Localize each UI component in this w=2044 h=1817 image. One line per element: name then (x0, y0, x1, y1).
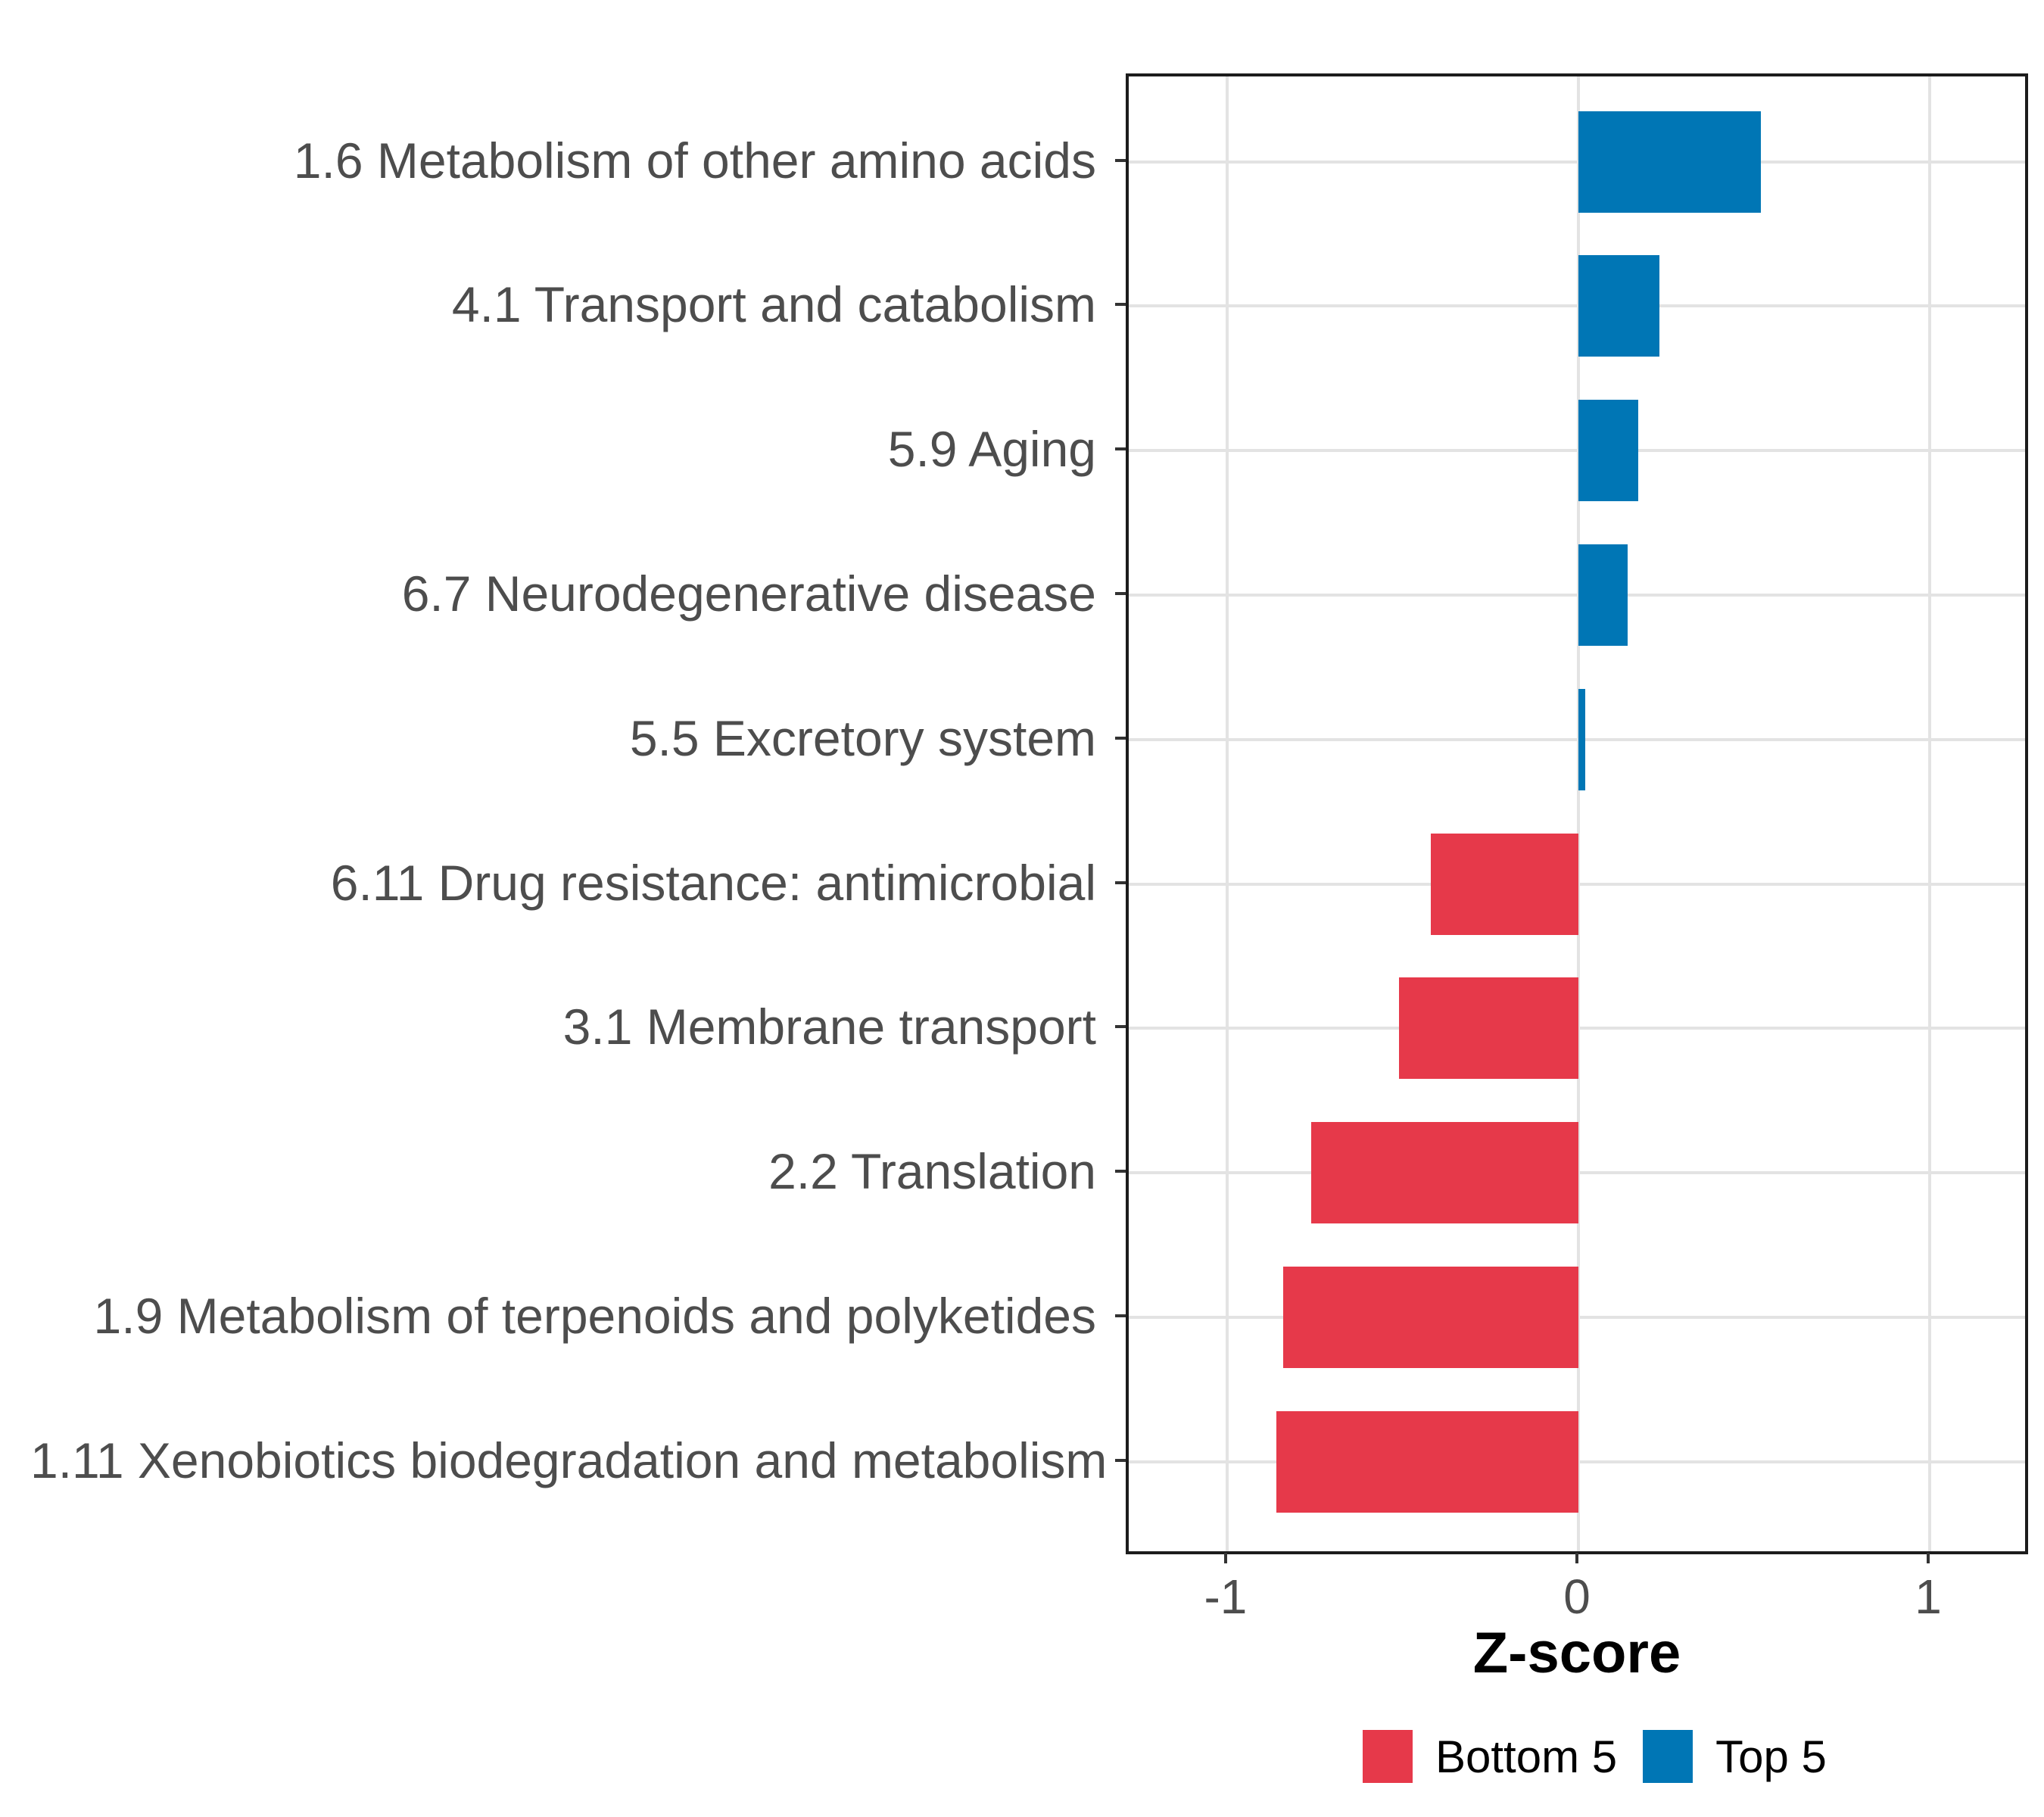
y-axis-label: 4.1 Transport and catabolism (451, 276, 1096, 333)
y-axis-tick (1115, 591, 1126, 595)
legend-label-bottom5: Bottom 5 (1435, 1731, 1618, 1782)
bar-bottom5 (1283, 1266, 1578, 1368)
bar-bottom5 (1399, 977, 1578, 1080)
legend-item-bottom5: Bottom 5 (1363, 1730, 1617, 1783)
y-axis-label: 1.6 Metabolism of other amino acids (293, 132, 1096, 189)
y-axis-tick (1115, 1314, 1126, 1317)
y-axis-tick (1115, 303, 1126, 307)
bar-bottom5 (1311, 1122, 1578, 1224)
y-axis-label: 1.11 Xenobiotics biodegradation and meta… (30, 1432, 1108, 1488)
legend-swatch-bottom5 (1363, 1730, 1413, 1783)
y-axis-label: 5.5 Excretory system (629, 709, 1096, 766)
y-axis-tick (1115, 1170, 1126, 1173)
gridline-vertical (1928, 76, 1932, 1551)
legend: Bottom 5 Top 5 (1363, 1728, 1827, 1785)
bar-top5 (1578, 544, 1628, 646)
x-axis-tick-label: 0 (1563, 1569, 1591, 1624)
bar-top5 (1578, 688, 1586, 790)
gridline-vertical (1225, 76, 1229, 1551)
y-axis-tick (1115, 736, 1126, 740)
legend-label-top5: Top 5 (1715, 1731, 1827, 1782)
bar-bottom5 (1276, 1410, 1578, 1513)
y-axis-label: 6.11 Drug resistance: antimicrobial (330, 854, 1096, 911)
plot-panel (1126, 73, 2028, 1554)
bar-top5 (1578, 111, 1762, 213)
bar-top5 (1578, 255, 1659, 357)
y-axis-tick (1115, 1458, 1126, 1462)
y-axis-tick (1115, 158, 1126, 162)
y-axis-label: 2.2 Translation (768, 1143, 1096, 1200)
x-axis-tick-label: -1 (1204, 1569, 1248, 1624)
y-axis-tick (1115, 447, 1126, 451)
y-axis-tick (1115, 1025, 1126, 1029)
x-axis-tick (1575, 1553, 1578, 1563)
bar-top5 (1578, 400, 1638, 502)
y-axis-tick (1115, 880, 1126, 884)
bar-bottom5 (1431, 833, 1578, 935)
y-axis-label: 1.9 Metabolism of terpenoids and polyket… (93, 1287, 1096, 1344)
x-axis-tick-label: 1 (1915, 1569, 1942, 1624)
x-axis-title: Z-score (1472, 1621, 1681, 1685)
legend-swatch-top5 (1643, 1730, 1693, 1783)
y-axis-label: 6.7 Neurodegenerative disease (401, 565, 1096, 622)
x-axis-tick (1927, 1553, 1930, 1563)
gridline-vertical (1577, 76, 1580, 1551)
legend-item-top5: Top 5 (1643, 1730, 1827, 1783)
y-axis-label: 3.1 Membrane transport (562, 999, 1096, 1055)
x-axis-tick (1223, 1553, 1227, 1563)
y-axis-label: 5.9 Aging (887, 421, 1096, 478)
